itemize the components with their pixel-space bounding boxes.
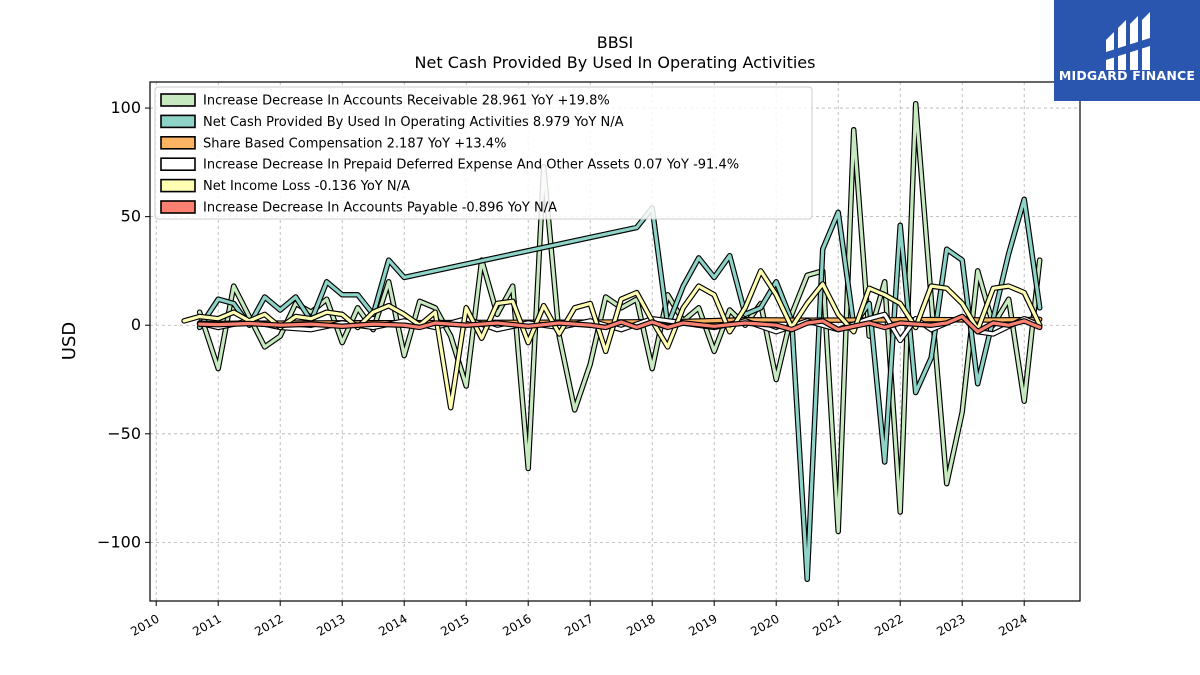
legend-entry: Share Based Compensation 2.187 YoY +13.4… — [203, 136, 506, 151]
legend-swatch — [160, 93, 196, 107]
plot-frame — [149, 81, 1081, 602]
y-tick-label: 0 — [131, 315, 141, 334]
y-axis-label: USD — [59, 322, 80, 360]
legend-swatch — [160, 157, 196, 171]
logo-mark-icon — [1106, 12, 1150, 70]
legend-swatch — [160, 136, 196, 150]
y-tick-label: −50 — [107, 424, 141, 443]
legend-box — [154, 86, 813, 220]
legend-swatch — [160, 114, 196, 129]
y-tick-label: 50 — [121, 207, 141, 226]
y-axis: 100 50 0 −50 −100 — [97, 98, 150, 551]
legend-entry: Increase Decrease In Prepaid Deferred Ex… — [203, 158, 739, 173]
series-line — [196, 313, 1043, 335]
legend: Increase Decrease In Accounts Receivable… — [154, 86, 813, 220]
chart-subtitle: Net Cash Provided By Used In Operating A… — [415, 53, 816, 72]
legend-swatch — [160, 178, 196, 193]
legend-entry: Increase Decrease In Accounts Receivable… — [203, 94, 610, 109]
y-tick-label: −100 — [97, 532, 141, 551]
legend-entry: Increase Decrease In Accounts Payable -0… — [203, 201, 557, 216]
plot-lines — [181, 100, 1043, 583]
chart-title: BBSI — [597, 33, 634, 52]
y-tick-label: 100 — [110, 98, 141, 117]
legend-swatch — [160, 200, 196, 214]
logo-brand-text: MIDGARD FINANCE — [1059, 68, 1195, 83]
legend-entry: Net Cash Provided By Used In Operating A… — [203, 115, 624, 130]
series-stroke — [198, 314, 1042, 334]
legend-entry: Net Income Loss -0.136 YoY N/A — [203, 179, 410, 194]
midgard-finance-logo: MIDGARD FINANCE — [1054, 0, 1200, 101]
